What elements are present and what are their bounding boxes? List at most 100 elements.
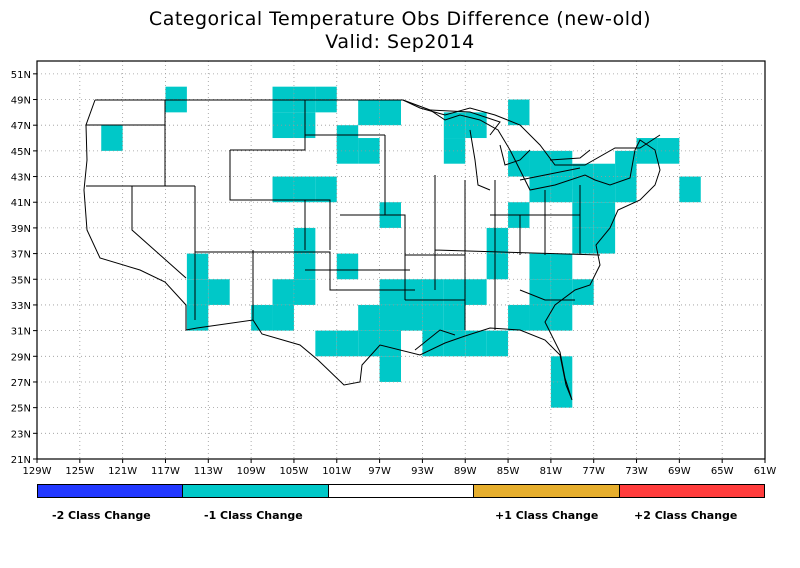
legend-label-minus1: -1 Class Change [204,509,303,522]
state-lines [86,100,601,351]
geographic-boundaries [83,99,661,401]
heatmap-cell [465,330,487,357]
lat-tick-label: 23N [11,429,31,440]
lon-tick-label: 101W [322,466,351,477]
lon-tick-label: 65W [711,466,734,477]
heatmap-cell [379,279,401,305]
heatmap-cell [272,279,294,305]
map-subtitle: Valid: Sep2014 [325,31,475,53]
us-coastline-outline [83,99,661,401]
lon-tick-label: 121W [108,466,137,477]
heatmap-cell [572,227,594,254]
lat-tick-label: 31N [11,327,31,338]
heatmap-cell [358,138,380,164]
heatmap-cell [593,227,616,254]
legend-swatch-zero [328,485,475,497]
legend-swatch-plus1 [474,485,620,497]
heatmap-cell [379,304,401,331]
heatmap-cell [550,253,573,280]
lat-tick-label: 29N [11,352,31,363]
heatmap-cell [486,227,509,254]
lat-tick-label: 33N [11,301,31,312]
heatmap-cell [615,150,637,177]
heatmap-cell [550,176,573,203]
heatmap-cell [422,279,444,305]
heatmap-cell [272,112,294,139]
heatmap-cell [486,253,509,280]
lat-tick-label: 37N [11,250,31,261]
heatmap-cell [443,330,466,357]
heatmap-cell [465,279,487,305]
heatmap-cell [379,356,401,382]
lat-tick-label: 39N [11,224,31,235]
heatmap-cell [657,138,680,164]
heatmap-cell [443,138,466,164]
heatmap-cell [293,176,316,203]
map-frame [33,60,766,463]
axis-tick-labels: 129W 125W 121W 117W 113W 109W 105W 101W 97W 93W 89… [11,70,777,477]
lon-tick-label: 85W [497,466,520,477]
heatmap-cell [315,176,337,203]
lon-tick-label: 89W [454,466,477,477]
heatmap-cell [443,279,466,305]
heatmap-cell [186,304,209,331]
lat-tick-label: 41N [11,198,31,209]
heatmap-cell [679,176,701,203]
heatmap-cell [293,253,316,280]
heatmap-cell [379,99,401,126]
lat-tick-label: 21N [11,455,31,466]
lon-tick-label: 125W [65,466,94,477]
legend-swatch-minus2 [38,485,184,497]
heatmap-cell [401,304,423,331]
lon-tick-label: 109W [237,466,266,477]
heatmap-cell [336,330,359,357]
heatmap-cell [636,138,658,164]
heatmap-cell [529,253,551,280]
heatmap-cell [593,176,616,203]
heatmap-cell [486,330,509,357]
heatmap-cell [529,176,551,203]
lat-tick-label: 27N [11,378,31,389]
lon-tick-label: 77W [582,466,605,477]
heatmap-cell [550,279,573,305]
heatmap-cell [186,279,209,305]
legend-label-minus2: -2 Class Change [52,509,151,522]
heatmap-cell [572,202,594,228]
legend-colorbar [37,484,765,498]
heatmap-cell [550,304,573,331]
heatmap-cell [208,279,230,305]
lat-tick-label: 47N [11,121,31,132]
lat-tick-label: 35N [11,275,31,286]
heatmap-cell [358,330,380,357]
heatmap-cell [422,304,444,331]
heatmap-cell [550,356,573,382]
heatmap-cell [101,125,123,151]
heatmap-cell [572,176,594,203]
heatmap-cell [272,176,294,203]
heatmap-cell [443,304,466,331]
legend-swatch-minus1 [183,485,329,497]
heatmap-cell [508,304,530,331]
heatmap-cell [315,330,337,357]
heatmap-cell [615,176,637,203]
heatmap-cell [293,279,316,305]
lon-tick-label: 73W [625,466,648,477]
heatmap-cells [101,86,701,408]
heatmap-cell [358,304,380,331]
lat-tick-label: 51N [11,70,31,81]
map-title: Categorical Temperature Obs Difference (… [148,8,652,30]
heatmap-cell [529,150,551,177]
lon-tick-label: 81W [540,466,563,477]
heatmap-cell [336,138,359,164]
heatmap-cell [251,304,273,331]
heatmap-cell [422,330,444,357]
lon-tick-label: 117W [151,466,180,477]
heatmap-cell [593,202,616,228]
legend-label-plus2: +2 Class Change [634,509,738,522]
lon-tick-label: 61W [754,466,777,477]
heatmap-cell [336,253,359,280]
lat-tick-label: 45N [11,147,31,158]
heatmap-cell [272,304,294,331]
lon-tick-label: 105W [279,466,308,477]
